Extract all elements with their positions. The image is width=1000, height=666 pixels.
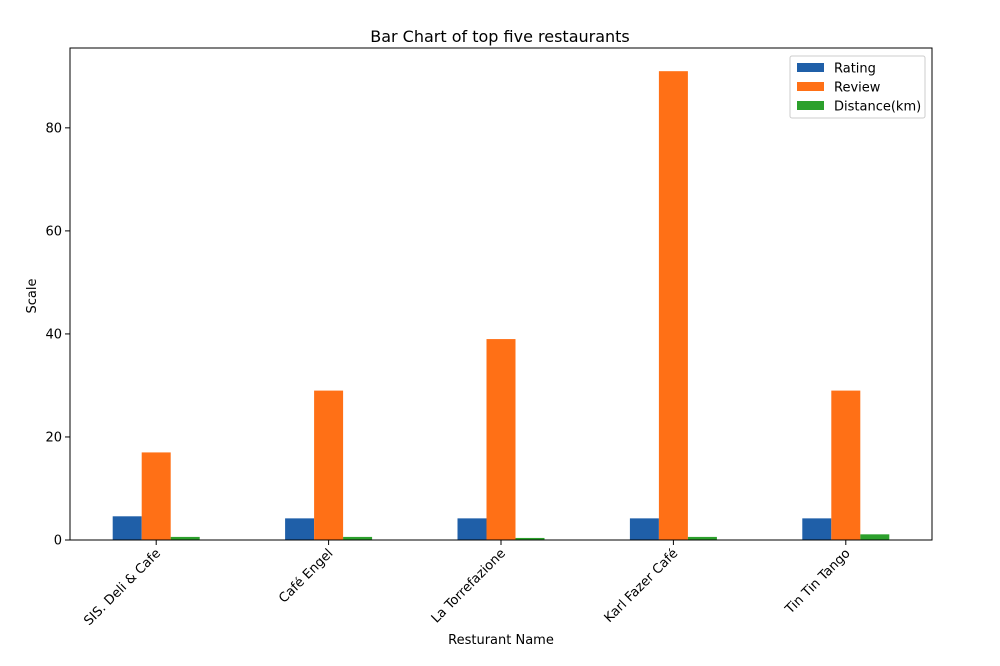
- plot-area: [112, 71, 890, 541]
- y-tick-label: 40: [45, 327, 62, 342]
- bar-review-cafe-engel: [314, 390, 344, 540]
- legend-swatch-rating: [797, 63, 824, 72]
- bar-rating-sis-deli-cafe: [112, 516, 142, 540]
- bar-distance-km-la-torrefazione: [515, 537, 545, 540]
- x-axis: SIS. Deli & Cafe Café Engel La Torrefazion…: [81, 540, 854, 629]
- legend-swatch-distance-km: [797, 101, 824, 110]
- y-tick-label: 60: [45, 224, 62, 239]
- bar-distance-km-tin-tin-tango: [860, 534, 890, 540]
- bar-review-la-torrefazione: [486, 339, 516, 540]
- x-axis-label: Resturant Name: [448, 633, 554, 648]
- bar-distance-km-sis-deli-cafe: [170, 536, 200, 540]
- legend-label-distance-km: Distance(km): [834, 100, 921, 115]
- y-axis-label: Scale: [25, 279, 40, 314]
- bar-distance-km-cafe-engel: [343, 536, 373, 540]
- bar-rating-tin-tin-tango: [802, 518, 832, 540]
- bar-distance-km-karl-fazer-cafe: [687, 536, 717, 540]
- y-tick-label: 0: [54, 534, 62, 549]
- bar-review-tin-tin-tango: [831, 390, 861, 540]
- legend-label-rating: Rating: [834, 62, 876, 77]
- bar-rating-la-torrefazione: [457, 518, 487, 540]
- x-tick-label: Karl Fazer Café: [602, 546, 682, 626]
- y-tick-label: 20: [45, 430, 62, 445]
- y-axis: 0 20 40 60 80: [45, 121, 70, 549]
- legend: Rating Review Distance(km): [789, 55, 926, 119]
- x-tick-label: La Torrefazione: [429, 546, 509, 626]
- x-tick-label: Café Engel: [276, 546, 336, 606]
- x-tick-label: SIS. Deli & Cafe: [81, 546, 164, 629]
- x-tick-label: Tin Tin Tango: [782, 546, 854, 618]
- bar-rating-karl-fazer-cafe: [629, 518, 659, 540]
- legend-swatch-review: [797, 82, 824, 91]
- bar-rating-cafe-engel: [285, 518, 315, 540]
- legend-label-review: Review: [834, 81, 881, 96]
- y-tick-label: 80: [45, 121, 62, 136]
- bar-review-sis-deli-cafe: [141, 452, 171, 540]
- bar-review-karl-fazer-cafe: [658, 71, 688, 541]
- chart-title: Bar Chart of top five restaurants: [370, 27, 630, 46]
